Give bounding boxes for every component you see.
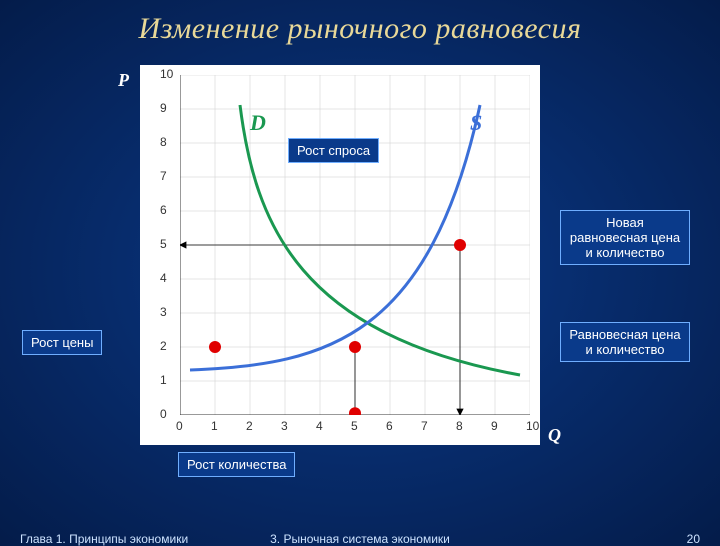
y-tick: 5 [160, 237, 167, 251]
x-tick: 2 [246, 419, 253, 433]
x-tick: 5 [351, 419, 358, 433]
x-tick: 6 [386, 419, 393, 433]
y-tick: 6 [160, 203, 167, 217]
footer-center: 3. Рыночная система экономики [0, 532, 720, 546]
chart-area: 00 1 1 2 2 3 3 4 4 5 5 6 6 7 7 8 8 9 9 10 10 D S [140, 65, 540, 445]
y-tick: 4 [160, 271, 167, 285]
y-tick: 3 [160, 305, 167, 319]
callout-qty-growth: Рост количества [178, 452, 295, 477]
x-tick: 3 [281, 419, 288, 433]
supply-label: S [470, 110, 482, 136]
x-tick: 1 [211, 419, 218, 433]
plot: 001122334455667788991010 D S [180, 75, 530, 415]
page-title: Изменение рыночного равновесия [0, 0, 720, 46]
x-tick: 4 [316, 419, 323, 433]
x-tick: 0 [176, 419, 183, 433]
y-tick: 1 [160, 373, 167, 387]
axis-label-p: P [118, 70, 129, 91]
x-tick: 7 [421, 419, 428, 433]
y-tick: 10 [160, 67, 173, 81]
x-tick: 9 [491, 419, 498, 433]
callout-new-eq: Новая равновесная цена и количество [560, 210, 690, 265]
demand-curve [240, 105, 520, 375]
callout-price-growth: Рост цены [22, 330, 102, 355]
callout-demand-growth: Рост спроса [288, 138, 379, 163]
y-tick: 7 [160, 169, 167, 183]
y-tick: 8 [160, 135, 167, 149]
axis-label-q: Q [548, 425, 561, 446]
x-tick: 10 [526, 419, 539, 433]
callout-old-eq: Равновесная цена и количество [560, 322, 690, 362]
x-tick: 8 [456, 419, 463, 433]
footer-right: 20 [687, 532, 700, 546]
y-tick: 0 [160, 407, 167, 421]
y-tick: 9 [160, 101, 167, 115]
y-tick: 2 [160, 339, 167, 353]
demand-label: D [250, 110, 266, 136]
